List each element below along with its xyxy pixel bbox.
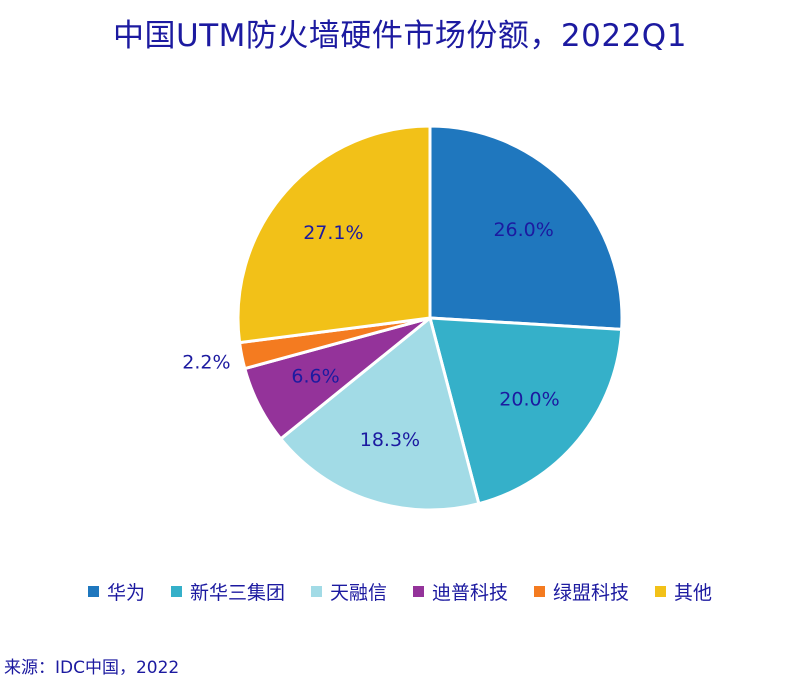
legend-label: 华为 bbox=[106, 582, 145, 604]
chart-legend: 华为 新华三集团 天融信 迪普科技 绿盟科技 其他 bbox=[0, 578, 800, 605]
slice-label: 18.3% bbox=[360, 429, 420, 451]
legend-item: 其他 bbox=[655, 578, 712, 605]
pie-chart: 26.0% 20.0% 18.3% 6.6% 2.2% 27.1% bbox=[182, 124, 624, 512]
legend-swatch bbox=[87, 586, 99, 597]
legend-item: 天融信 bbox=[310, 578, 387, 605]
pie-slice bbox=[428, 316, 624, 506]
legend-item: 新华三集团 bbox=[170, 578, 285, 605]
legend-label: 绿盟科技 bbox=[553, 582, 630, 604]
legend-swatch bbox=[655, 586, 667, 597]
slice-label: 26.0% bbox=[493, 219, 553, 241]
pie-slice bbox=[278, 315, 481, 512]
legend-label: 天融信 bbox=[329, 582, 387, 604]
legend-swatch bbox=[413, 586, 424, 597]
legend-swatch bbox=[310, 586, 322, 597]
legend-item: 绿盟科技 bbox=[534, 578, 629, 605]
chart-title: 中国UTM防火墙硬件市场份额，2022Q1 bbox=[113, 18, 687, 54]
slice-label: 2.2% bbox=[182, 352, 230, 374]
legend-swatch bbox=[170, 586, 182, 597]
legend-item: 华为 bbox=[87, 578, 145, 605]
legend-swatch bbox=[534, 586, 546, 597]
legend-label: 迪普科技 bbox=[432, 582, 509, 604]
slice-label: 27.1% bbox=[303, 222, 363, 244]
legend-label: 其他 bbox=[674, 582, 713, 604]
source-note: 来源：IDC中国，2022 bbox=[4, 658, 180, 678]
pie-slice bbox=[236, 124, 432, 345]
legend-item: 迪普科技 bbox=[413, 578, 508, 605]
slice-label: 20.0% bbox=[499, 389, 559, 411]
slice-label: 6.6% bbox=[291, 366, 339, 388]
pie-slice bbox=[428, 124, 624, 332]
legend-label: 新华三集团 bbox=[189, 582, 285, 604]
